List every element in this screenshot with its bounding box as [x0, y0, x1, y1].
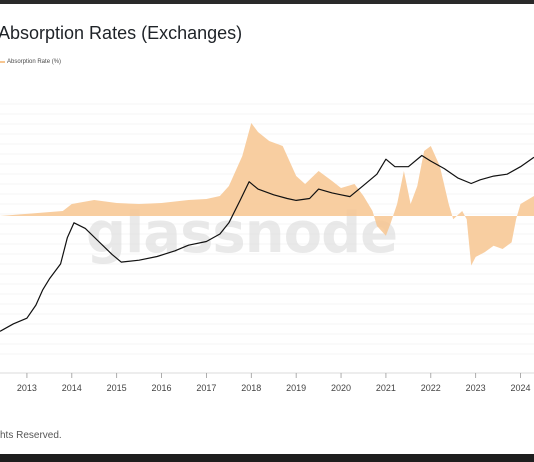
bottom-strip: [0, 454, 534, 462]
price-series: [0, 154, 534, 332]
legend-label: Absorption Rate (%): [7, 59, 62, 65]
copyright-footer: hts Reserved.: [0, 430, 62, 441]
x-axis: 2013 2014 2015 2016 2017 2018 2019 2020 2021 2022…: [0, 372, 534, 393]
x-tick-label: 2015: [107, 383, 127, 393]
x-tick-label: 2020: [331, 383, 351, 393]
x-tick-label: 2024: [511, 383, 531, 393]
x-tick-label: 2019: [286, 383, 306, 393]
x-tick-label: 2021: [376, 383, 396, 393]
price-line: [0, 154, 534, 332]
x-tick-label: 2017: [196, 383, 216, 393]
legend: Absorption Rate (%): [0, 59, 61, 65]
legend-swatch: [0, 61, 5, 63]
x-tick-label: 2016: [152, 383, 172, 393]
x-tick-label: 2018: [241, 383, 261, 393]
x-tick-label: 2023: [466, 383, 486, 393]
x-tick-label: 2013: [17, 383, 37, 393]
x-tick-label: 2014: [62, 383, 82, 393]
absorption-area: [0, 123, 534, 266]
absorption-series: [0, 123, 534, 266]
x-tick-label: 2022: [421, 383, 441, 393]
chart-title: Absorption Rates (Exchanges): [0, 23, 243, 43]
chart-card: Absorption Rates (Exchanges) Absorption …: [0, 4, 534, 454]
